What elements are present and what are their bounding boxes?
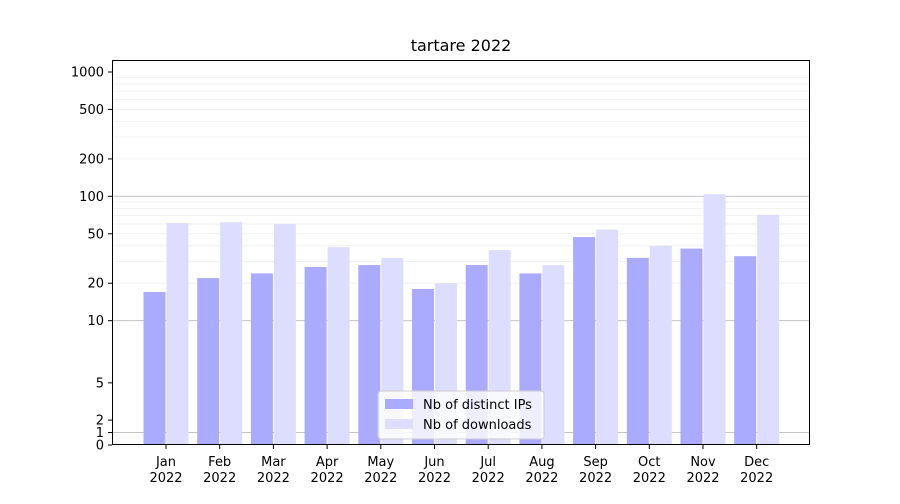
y-tick-label: 5 bbox=[96, 376, 104, 391]
bar-distinct-ips bbox=[358, 265, 381, 445]
x-tick-label-year: 2022 bbox=[686, 471, 719, 486]
legend-box bbox=[377, 390, 545, 440]
bar-distinct-ips bbox=[250, 273, 273, 445]
y-tick-label: 200 bbox=[79, 152, 104, 167]
y-axis: 012 5 10 20 50 100 200 500 1000 bbox=[71, 66, 112, 454]
bar-downloads bbox=[649, 245, 672, 445]
bar-downloads bbox=[327, 247, 350, 445]
x-tick-label-month: Oct bbox=[638, 455, 660, 470]
x-tick-label-month: May bbox=[367, 455, 394, 470]
bar-downloads bbox=[596, 229, 619, 445]
y-tick-label: 500 bbox=[79, 103, 104, 118]
x-tick-label-year: 2022 bbox=[579, 471, 612, 486]
x-tick-label-year: 2022 bbox=[149, 471, 182, 486]
x-tick-label-month: Nov bbox=[690, 455, 716, 470]
bar-downloads bbox=[757, 214, 780, 445]
x-tick-label-year: 2022 bbox=[311, 471, 344, 486]
bar-distinct-ips bbox=[734, 256, 757, 445]
x-tick-label-year: 2022 bbox=[740, 471, 773, 486]
bar-downloads bbox=[220, 222, 243, 445]
x-tick-label-year: 2022 bbox=[418, 471, 451, 486]
x-tick-label-month: Dec bbox=[744, 455, 769, 470]
plot-frame bbox=[112, 60, 810, 445]
x-tick-label-year: 2022 bbox=[257, 471, 290, 486]
bar-downloads bbox=[273, 223, 296, 445]
x-tick-label-month: Jul bbox=[479, 455, 496, 470]
x-tick-label-month: Mar bbox=[261, 455, 286, 470]
legend-swatch bbox=[385, 419, 413, 429]
legend-label: Nb of distinct IPs bbox=[423, 398, 532, 413]
y-tick-label: 2 bbox=[96, 414, 104, 429]
x-tick-label-month: Feb bbox=[208, 455, 231, 470]
x-axis: Jan2022Feb2022Mar2022Apr2022May2022Jun20… bbox=[149, 445, 773, 486]
x-tick-label-year: 2022 bbox=[633, 471, 666, 486]
bar-distinct-ips bbox=[304, 267, 327, 445]
x-tick-label-year: 2022 bbox=[525, 471, 558, 486]
bar-distinct-ips bbox=[573, 237, 596, 445]
legend-swatch bbox=[385, 399, 413, 409]
bar-distinct-ips bbox=[626, 257, 649, 445]
bar-downloads bbox=[542, 265, 565, 445]
y-tick-label: 0 bbox=[96, 439, 104, 454]
x-tick-label-year: 2022 bbox=[203, 471, 236, 486]
x-tick-label-year: 2022 bbox=[364, 471, 397, 486]
bar-distinct-ips bbox=[197, 278, 220, 445]
y-tick-label: 10 bbox=[87, 314, 104, 329]
x-tick-label-month: Sep bbox=[583, 455, 608, 470]
legend: Nb of distinct IPs Nb of downloads bbox=[377, 390, 545, 440]
bar-distinct-ips bbox=[143, 292, 166, 445]
legend-label: Nb of downloads bbox=[423, 418, 532, 433]
bar-distinct-ips bbox=[680, 248, 703, 445]
y-tick-label: 1000 bbox=[71, 66, 104, 81]
x-tick-label-month: Apr bbox=[316, 455, 339, 470]
y-tick-label: 100 bbox=[79, 190, 104, 205]
chart-title: tartare 2022 bbox=[411, 36, 512, 55]
x-tick-label-month: Jun bbox=[423, 455, 444, 470]
x-tick-label-year: 2022 bbox=[472, 471, 505, 486]
bar-downloads bbox=[166, 223, 189, 445]
y-tick-label: 20 bbox=[87, 277, 104, 292]
bar-downloads bbox=[703, 194, 726, 445]
x-tick-label-month: Jan bbox=[155, 455, 176, 470]
y-tick-label: 1 bbox=[96, 426, 104, 441]
x-tick-label-month: Aug bbox=[529, 455, 554, 470]
y-tick-label: 50 bbox=[87, 227, 104, 242]
